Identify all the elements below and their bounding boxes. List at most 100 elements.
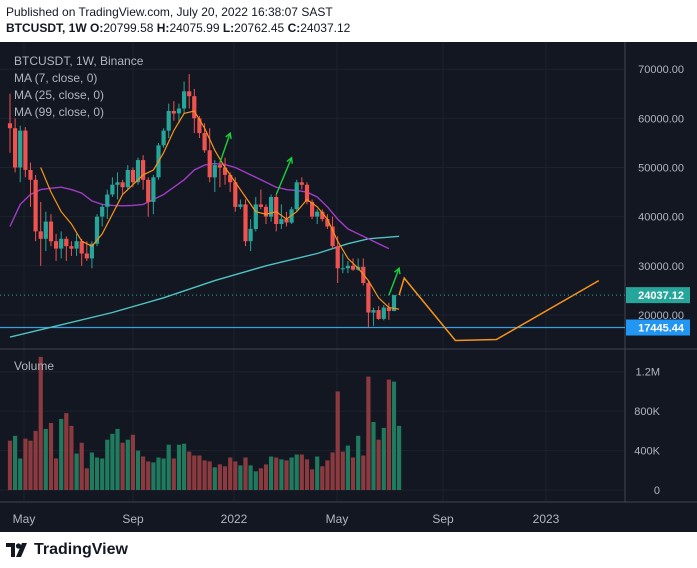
volume-bar — [54, 458, 59, 490]
volume-bar — [274, 457, 279, 490]
arrow-up-icon — [219, 131, 232, 163]
volume-bar — [192, 455, 197, 490]
candle-body — [376, 310, 381, 319]
price-tick-label: 60000.00 — [638, 113, 684, 125]
tradingview-logo[interactable]: TradingView — [6, 541, 128, 559]
legend-ma25: MA (25, close, 0) — [14, 88, 104, 102]
candle-body — [74, 241, 79, 249]
volume-bar — [253, 471, 258, 490]
arrow-shaft — [388, 268, 400, 296]
volume-bar — [356, 435, 361, 490]
volume-bar — [43, 428, 48, 490]
candle-body — [105, 194, 110, 207]
volume-bar — [105, 439, 110, 490]
ohlc-open-value: 20799.58 — [103, 21, 154, 35]
volume-label: Volume — [14, 359, 54, 373]
volume-bar — [350, 457, 356, 490]
volume-bar — [279, 459, 284, 490]
volume-bar — [28, 440, 33, 490]
volume-bar — [248, 465, 253, 490]
candle-body — [125, 170, 130, 188]
candle-body — [330, 226, 335, 247]
candle-body — [299, 182, 304, 185]
volume-bar — [284, 460, 289, 490]
volume-bar — [38, 356, 43, 490]
candle-body — [48, 221, 54, 242]
candle-body — [335, 246, 340, 269]
candle-body — [151, 177, 156, 202]
volume-bar — [366, 376, 371, 490]
ohlc-symbol: BTCUSDT, 1W — [6, 21, 87, 35]
candle-body — [386, 307, 391, 311]
volume-bar — [340, 451, 345, 490]
candle-body — [13, 128, 18, 168]
volume-bar — [141, 456, 146, 490]
volume-bar — [84, 468, 89, 490]
arrow-up-icon — [388, 266, 401, 296]
volume-tick-label: 0 — [654, 485, 660, 497]
volume-bar — [18, 458, 23, 490]
time-tick-label: Sep — [432, 512, 454, 526]
tradingview-logo-icon — [6, 543, 27, 557]
candle-body — [217, 165, 222, 168]
volume-bar — [59, 419, 64, 490]
volume-bar — [335, 391, 340, 490]
time-tick-label: Sep — [122, 512, 144, 526]
candle-body — [253, 204, 258, 229]
ohlc-close-label: C: — [287, 21, 301, 35]
candle-body — [38, 231, 43, 239]
candle-body — [94, 216, 100, 244]
volume-bar — [371, 422, 376, 490]
volume-bar — [202, 460, 207, 490]
legend-symbol: BTCUSDT, 1W, Binance — [14, 54, 144, 68]
volume-bar — [304, 459, 310, 490]
candle-body — [279, 219, 284, 224]
volume-bar — [315, 456, 320, 490]
volume-bar — [299, 454, 304, 490]
candle-body — [176, 108, 182, 114]
volume-bar — [325, 460, 330, 490]
last-price-tag-bg — [626, 287, 690, 304]
volume-bar — [361, 455, 366, 490]
time-axis[interactable]: May Sep 2022 May Sep 2023 — [13, 512, 560, 526]
volume-bar — [7, 440, 13, 490]
ma99-line — [9, 235, 400, 338]
chart-svg[interactable]: 70000.00 60000.00 50000.00 40000.00 30000.00… — [0, 42, 697, 532]
price-tick-label: 20000.00 — [638, 310, 684, 322]
chart-area[interactable]: 70000.00 60000.00 50000.00 40000.00 30000.00… — [0, 42, 697, 532]
candle-body — [89, 243, 94, 259]
ma99-line-group — [9, 235, 400, 338]
candle-body — [130, 170, 135, 183]
volume-tick-label: 400K — [634, 446, 660, 458]
ohlc-close-value: 24037.12 — [300, 21, 351, 35]
candle-body — [345, 265, 350, 269]
volume-bar — [320, 466, 325, 490]
price-axis[interactable]: 70000.00 60000.00 50000.00 40000.00 30000.00… — [638, 64, 684, 322]
volume-bar — [233, 461, 238, 490]
time-tick-label: 2023 — [533, 512, 560, 526]
volume-bar — [146, 461, 151, 490]
publish-header: Published on TradingView.com, July 20, 2… — [0, 0, 697, 42]
ohlc-high-label: H: — [156, 21, 170, 35]
volume-bar — [397, 425, 402, 490]
volume-tick-label: 1.2M — [636, 367, 660, 379]
volume-bar — [243, 457, 248, 490]
last-price-tag-label: 24037.12 — [638, 290, 684, 302]
candle-body — [325, 219, 330, 227]
candle-body — [135, 160, 141, 183]
candle-body — [192, 96, 197, 119]
support-tag-label: 17445.44 — [638, 323, 685, 335]
candle-body — [54, 241, 59, 249]
volume-bar — [197, 455, 202, 490]
ohlc-info: BTCUSDT, 1W O:20799.58 H:24075.99 L:2076… — [6, 21, 350, 35]
candle-body — [371, 310, 376, 313]
candle-body — [171, 111, 176, 114]
candle-body — [258, 204, 263, 207]
candle-body — [304, 184, 310, 202]
volume-bar — [376, 439, 381, 490]
candle-body — [366, 283, 371, 313]
candle-body — [110, 184, 115, 195]
volume-bar — [33, 430, 38, 490]
ohlc-low-value: 20762.45 — [234, 21, 285, 35]
candle-body — [207, 150, 212, 178]
